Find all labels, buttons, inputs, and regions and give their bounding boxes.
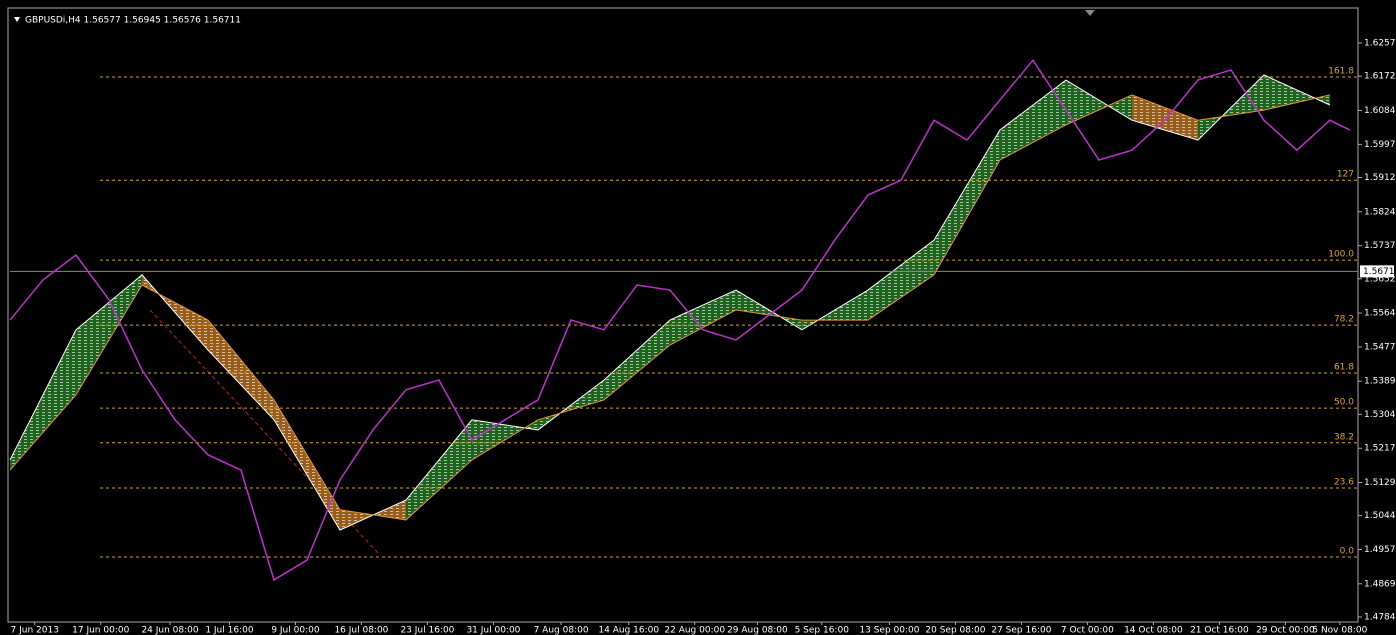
- y-tick-label: 1.5737: [1364, 241, 1396, 251]
- x-tick-label: 9 Jul 00:00: [271, 626, 320, 635]
- y-tick-label: 1.5477: [1364, 342, 1396, 352]
- x-tick-label: 21 Oct 16:00: [1190, 626, 1249, 635]
- fib-label: 78.2: [1334, 315, 1354, 325]
- y-tick-label: 1.5217: [1364, 444, 1396, 454]
- x-tick-label: 1 Jul 16:00: [205, 626, 254, 635]
- x-tick-label: 13 Sep 00:00: [859, 626, 919, 635]
- fib-label: 23.6: [1334, 477, 1354, 487]
- y-tick-label: 1.6257: [1364, 39, 1396, 49]
- cloud-hatch: [1263, 75, 1330, 111]
- x-tick-label: 5 Nov 08:00: [1312, 626, 1367, 635]
- x-tick-label: 23 Jul 16:00: [400, 626, 454, 635]
- y-tick-label: 1.5304: [1364, 410, 1396, 420]
- cloud-span: [9, 94, 1331, 521]
- x-tick-label: 16 Jul 08:00: [334, 626, 388, 635]
- cloud-hatch: [999, 80, 1066, 160]
- cloud-hatch: [207, 320, 274, 420]
- fib-label: 50.0: [1334, 398, 1354, 408]
- fib-label: 161.8: [1328, 66, 1354, 76]
- fib-label: 127: [1337, 170, 1354, 180]
- y-tick-label: 1.4784: [1364, 612, 1396, 622]
- x-tick-label: 24 Jun 08:00: [141, 626, 198, 635]
- current-price-label: 1.5671: [1363, 267, 1395, 277]
- x-tick-label: 17 Jun 00:00: [72, 626, 129, 635]
- x-tick-label: 14 Oct 08:00: [1124, 626, 1183, 635]
- y-tick-label: 1.5044: [1364, 511, 1396, 521]
- x-tick-label: 29 Oct 00:00: [1256, 626, 1315, 635]
- fib-label: 61.8: [1334, 363, 1354, 373]
- cloud-hatch: [1065, 80, 1132, 125]
- y-tick-label: 1.5389: [1364, 377, 1396, 387]
- cloud-hatch: [603, 320, 670, 400]
- y-tick-label: 1.5652: [1364, 274, 1396, 284]
- fib-label: 100.0: [1328, 250, 1354, 260]
- y-tick-label: 1.5564: [1364, 309, 1396, 319]
- chart-title: GBPUSDi,H4 1.56577 1.56945 1.56576 1.567…: [25, 16, 241, 26]
- y-tick-label: 1.5997: [1364, 140, 1396, 150]
- x-tick-label: 27 Sep 16:00: [991, 626, 1051, 635]
- cloud-hatch: [273, 399, 340, 531]
- price-line: [9, 58, 1351, 582]
- x-tick-label: 7 Oct 00:00: [1061, 626, 1114, 635]
- cloud-span: [9, 74, 1331, 531]
- fib-label: 38.2: [1334, 432, 1354, 442]
- y-tick-label: 1.6172: [1364, 72, 1396, 82]
- fib-label: 0.0: [1340, 546, 1355, 556]
- x-tick-label: 29 Aug 08:00: [727, 626, 788, 635]
- y-tick-label: 1.5129: [1364, 478, 1396, 488]
- cloud-hatch: [10, 329, 76, 471]
- menu-arrow: [14, 17, 20, 22]
- shift-marker: [1085, 10, 1095, 16]
- x-tick-label: 14 Aug 16:00: [598, 626, 659, 635]
- cloud-hatch: [1131, 94, 1198, 141]
- y-tick-label: 1.5912: [1364, 173, 1396, 183]
- x-tick-label: 20 Sep 08:00: [925, 626, 985, 635]
- cloud-hatch: [933, 129, 1000, 275]
- x-tick-label: 5 Sep 16:00: [795, 626, 850, 635]
- y-tick-label: 1.4957: [1364, 545, 1396, 555]
- y-tick-label: 1.4869: [1364, 579, 1396, 589]
- y-tick-label: 1.5824: [1364, 207, 1396, 217]
- x-tick-label: 7 Jun 2013: [11, 626, 59, 635]
- cloud-hatch: [75, 274, 142, 395]
- current-price-box: [1360, 265, 1394, 278]
- cloud-hatch: [669, 290, 736, 345]
- x-tick-label: 7 Aug 08:00: [534, 626, 589, 635]
- cloud-hatch: [405, 419, 472, 520]
- x-tick-label: 22 Aug 00:00: [664, 626, 725, 635]
- x-tick-label: 31 Jul 00:00: [466, 626, 520, 635]
- y-tick-label: 1.6084: [1364, 106, 1396, 116]
